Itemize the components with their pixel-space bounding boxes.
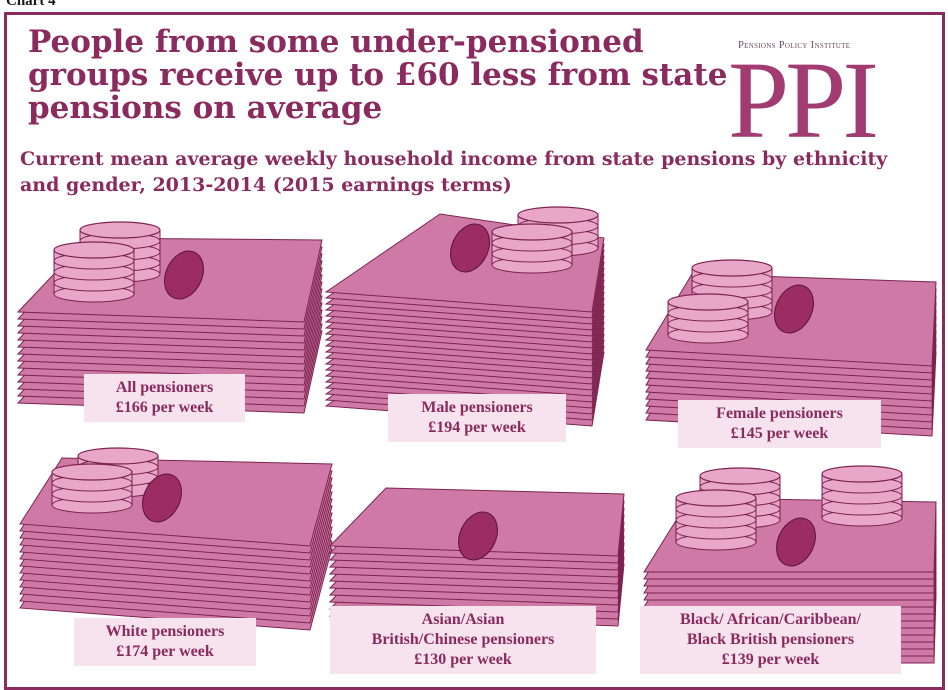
coin-top <box>53 241 135 259</box>
chart-number: Chart 447 <box>6 0 64 9</box>
coin-top <box>77 447 159 465</box>
coin-top <box>79 221 161 239</box>
coin-top <box>691 259 773 277</box>
coin-top <box>491 223 573 241</box>
group-label-all: All pensioners £166 per week <box>84 374 245 422</box>
coin-top <box>699 467 781 485</box>
coin-top <box>51 463 133 481</box>
oval-coin <box>164 250 204 300</box>
oval-coin <box>458 511 498 561</box>
oval-coin <box>774 284 814 334</box>
coin-top <box>667 293 749 311</box>
page-title: People from some under-pensioned groups … <box>28 24 728 126</box>
coin-top <box>675 489 757 507</box>
ppi-logo: PPI <box>728 39 879 161</box>
subtitle: Current mean average weekly household in… <box>20 148 888 196</box>
group-label-black: Black/ African/Caribbean/Black British p… <box>640 606 901 674</box>
group-label-white: White pensioners £174 per week <box>74 618 256 666</box>
group-label-male: Male pensioners £194 per week <box>388 394 566 442</box>
logo-small-text: Pensions Policy Institute <box>738 40 851 51</box>
group-label-asian: Asian/Asian British/Chinese pensioners £13… <box>330 606 596 674</box>
oval-coin <box>450 223 490 273</box>
coin-top <box>821 465 903 483</box>
oval-coin <box>776 517 816 567</box>
oval-coin <box>142 473 182 523</box>
coin-top <box>517 206 599 224</box>
group-label-female: Female pensioners £145 per week <box>678 400 881 448</box>
